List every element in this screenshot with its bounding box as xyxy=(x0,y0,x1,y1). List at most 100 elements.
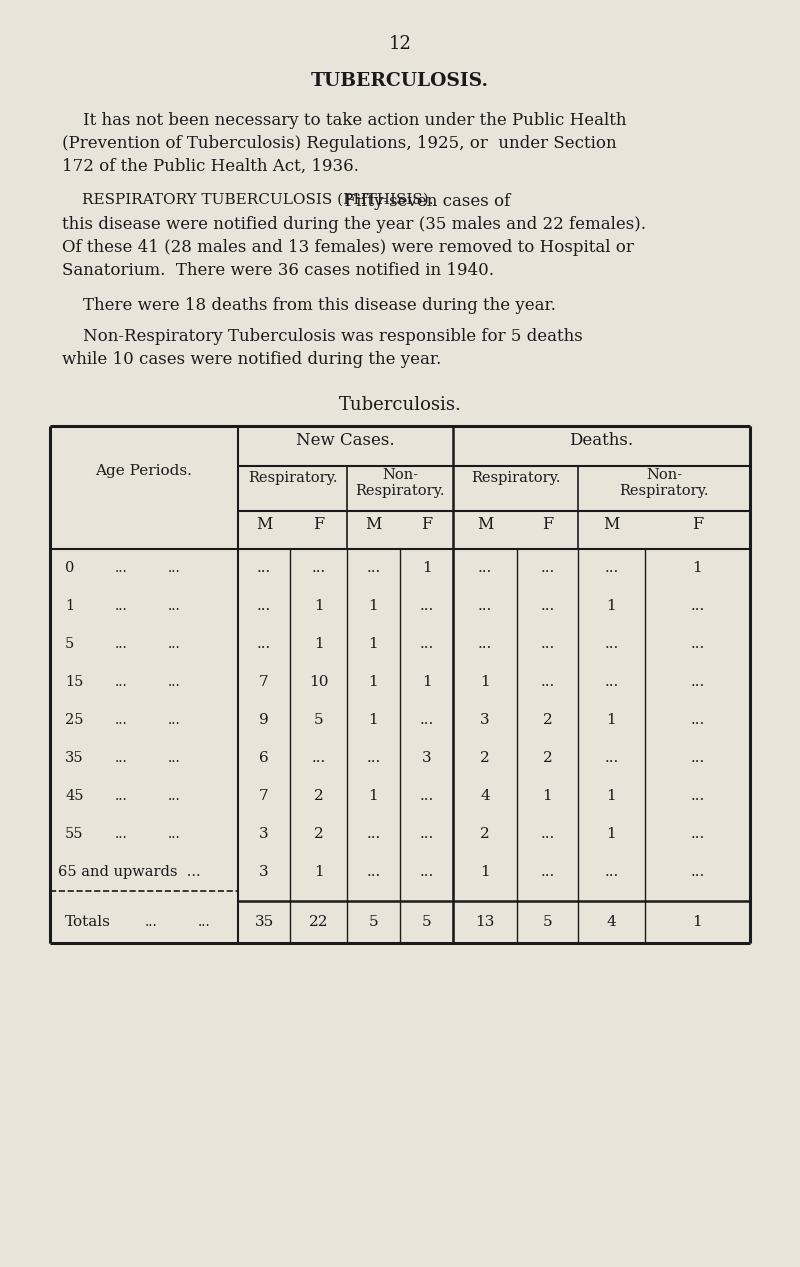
Text: ...: ... xyxy=(257,637,271,651)
Text: ...: ... xyxy=(145,915,158,929)
Text: 2: 2 xyxy=(314,789,323,803)
Text: 2: 2 xyxy=(314,827,323,841)
Text: ...: ... xyxy=(115,751,128,765)
Text: M: M xyxy=(603,516,620,533)
Text: 6: 6 xyxy=(259,751,269,765)
Text: 2: 2 xyxy=(542,751,552,765)
Text: ...: ... xyxy=(690,599,705,613)
Text: 2: 2 xyxy=(480,751,490,765)
Text: ...: ... xyxy=(366,561,381,575)
Text: ...: ... xyxy=(419,865,434,879)
Text: 3: 3 xyxy=(422,751,431,765)
Text: this disease were notified during the year (35 males and 22 females).: this disease were notified during the ye… xyxy=(62,215,646,233)
Text: M: M xyxy=(256,516,272,533)
Text: 4: 4 xyxy=(606,915,616,929)
Text: 1: 1 xyxy=(369,675,378,689)
Text: 2: 2 xyxy=(542,713,552,727)
Text: ...: ... xyxy=(115,827,128,841)
Text: 172 of the Public Health Act, 1936.: 172 of the Public Health Act, 1936. xyxy=(62,158,359,175)
Text: Respiratory.: Respiratory. xyxy=(470,471,560,485)
Text: 65 and upwards  ...: 65 and upwards ... xyxy=(58,865,201,879)
Text: ...: ... xyxy=(366,865,381,879)
Text: There were 18 deaths from this disease during the year.: There were 18 deaths from this disease d… xyxy=(62,296,556,314)
Text: 3: 3 xyxy=(480,713,490,727)
Text: M: M xyxy=(366,516,382,533)
Text: 1: 1 xyxy=(606,599,616,613)
Text: Non-Respiratory Tuberculosis was responsible for 5 deaths: Non-Respiratory Tuberculosis was respons… xyxy=(62,328,582,345)
Text: 1: 1 xyxy=(314,865,323,879)
Text: ...: ... xyxy=(366,751,381,765)
Text: M: M xyxy=(477,516,493,533)
Text: ...: ... xyxy=(168,675,181,689)
Text: ...: ... xyxy=(604,637,618,651)
Text: It has not been necessary to take action under the Public Health: It has not been necessary to take action… xyxy=(62,111,626,129)
Text: Non-
Respiratory.: Non- Respiratory. xyxy=(619,468,709,498)
Text: ...: ... xyxy=(604,561,618,575)
Text: ...: ... xyxy=(419,827,434,841)
Text: ...: ... xyxy=(168,637,181,651)
Text: ...: ... xyxy=(168,751,181,765)
Text: 1: 1 xyxy=(369,713,378,727)
Text: ...: ... xyxy=(690,865,705,879)
Text: 55: 55 xyxy=(65,827,83,841)
Text: 1: 1 xyxy=(693,561,702,575)
Text: 2: 2 xyxy=(480,827,490,841)
Text: ...: ... xyxy=(419,637,434,651)
Text: 1: 1 xyxy=(314,599,323,613)
Text: ...: ... xyxy=(540,599,554,613)
Text: 9: 9 xyxy=(259,713,269,727)
Text: ...: ... xyxy=(419,599,434,613)
Text: ...: ... xyxy=(540,865,554,879)
Text: 1: 1 xyxy=(369,789,378,803)
Text: 1: 1 xyxy=(542,789,552,803)
Text: ...: ... xyxy=(168,827,181,841)
Text: ...: ... xyxy=(478,637,492,651)
Text: Fifty-seven cases of: Fifty-seven cases of xyxy=(334,193,510,210)
Text: ...: ... xyxy=(168,599,181,613)
Text: 1: 1 xyxy=(422,675,431,689)
Text: 1: 1 xyxy=(606,789,616,803)
Text: 5: 5 xyxy=(369,915,378,929)
Text: F: F xyxy=(542,516,553,533)
Text: Sanatorium.  There were 36 cases notified in 1940.: Sanatorium. There were 36 cases notified… xyxy=(62,262,494,279)
Text: 5: 5 xyxy=(422,915,431,929)
Text: 3: 3 xyxy=(259,827,269,841)
Text: 3: 3 xyxy=(259,865,269,879)
Text: ...: ... xyxy=(366,827,381,841)
Text: ...: ... xyxy=(115,713,128,727)
Text: RESPIRATORY TUBERCULOSIS (PHTHISIS).: RESPIRATORY TUBERCULOSIS (PHTHISIS). xyxy=(82,193,434,207)
Text: ...: ... xyxy=(604,675,618,689)
Text: 12: 12 xyxy=(389,35,411,53)
Text: 7: 7 xyxy=(259,789,269,803)
Text: ...: ... xyxy=(419,789,434,803)
Text: 5: 5 xyxy=(314,713,323,727)
Text: ...: ... xyxy=(168,561,181,575)
Text: ...: ... xyxy=(690,751,705,765)
Text: Age Periods.: Age Periods. xyxy=(95,464,193,478)
Text: ...: ... xyxy=(168,713,181,727)
Text: ...: ... xyxy=(540,827,554,841)
Text: 13: 13 xyxy=(475,915,494,929)
Text: ...: ... xyxy=(115,599,128,613)
Text: ...: ... xyxy=(690,637,705,651)
Text: 25: 25 xyxy=(65,713,83,727)
Text: ...: ... xyxy=(115,561,128,575)
Text: 1: 1 xyxy=(369,637,378,651)
Text: 15: 15 xyxy=(65,675,83,689)
Text: Non-
Respiratory.: Non- Respiratory. xyxy=(355,468,445,498)
Text: ...: ... xyxy=(604,865,618,879)
Text: 35: 35 xyxy=(65,751,84,765)
Text: ...: ... xyxy=(604,751,618,765)
Text: Respiratory.: Respiratory. xyxy=(248,471,338,485)
Text: ...: ... xyxy=(419,713,434,727)
Text: 0: 0 xyxy=(65,561,74,575)
Text: 10: 10 xyxy=(309,675,328,689)
Text: 4: 4 xyxy=(480,789,490,803)
Text: ...: ... xyxy=(690,789,705,803)
Text: Of these 41 (28 males and 13 females) were removed to Hospital or: Of these 41 (28 males and 13 females) we… xyxy=(62,239,634,256)
Text: 5: 5 xyxy=(542,915,552,929)
Text: Totals: Totals xyxy=(65,915,111,929)
Text: ...: ... xyxy=(690,713,705,727)
Text: 45: 45 xyxy=(65,789,83,803)
Text: Tuberculosis.: Tuberculosis. xyxy=(338,397,462,414)
